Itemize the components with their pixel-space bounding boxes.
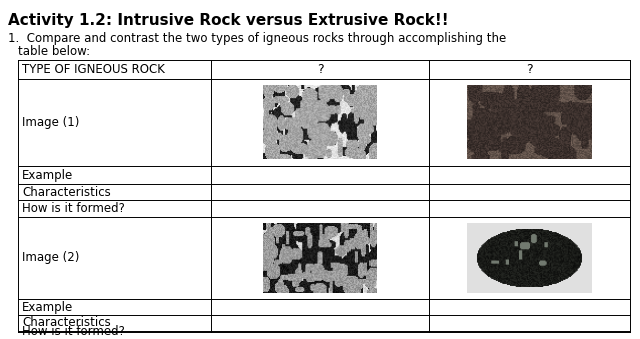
Text: Characteristics: Characteristics — [22, 317, 111, 330]
Text: Activity 1.2: Intrusive Rock versus Extrusive Rock!!: Activity 1.2: Intrusive Rock versus Extr… — [8, 13, 449, 28]
Text: TYPE OF IGNEOUS ROCK: TYPE OF IGNEOUS ROCK — [22, 63, 165, 76]
Text: Image (1): Image (1) — [22, 116, 79, 129]
Text: Characteristics: Characteristics — [22, 185, 111, 199]
Text: 1.  Compare and contrast the two types of igneous rocks through accomplishing th: 1. Compare and contrast the two types of… — [8, 32, 506, 45]
Text: How is it formed?: How is it formed? — [22, 202, 125, 215]
Text: Example: Example — [22, 168, 73, 181]
Text: table below:: table below: — [18, 45, 90, 58]
Text: ?: ? — [526, 63, 533, 76]
Text: Example: Example — [22, 300, 73, 314]
Text: How is it formed?: How is it formed? — [22, 325, 125, 338]
Text: ?: ? — [317, 63, 323, 76]
Text: Image (2): Image (2) — [22, 252, 79, 264]
